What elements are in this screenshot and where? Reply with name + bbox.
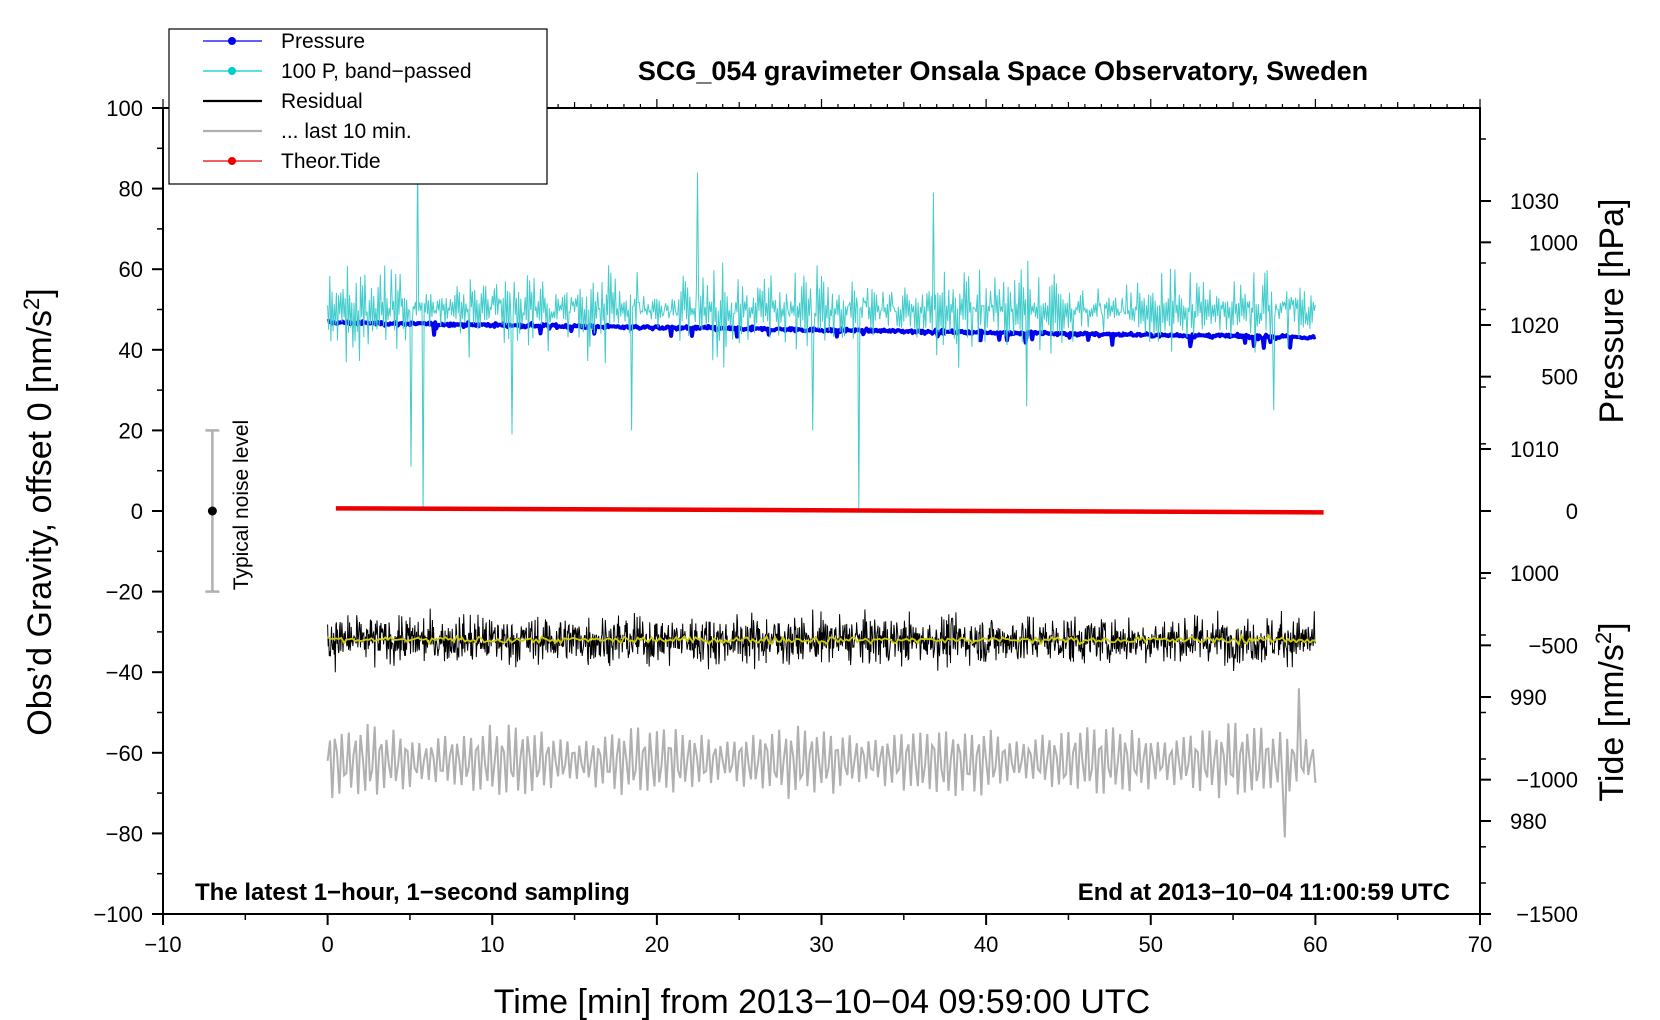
annotation-left: The latest 1−hour, 1−second sampling	[195, 879, 630, 906]
y-tick-label: 80	[119, 177, 143, 202]
tide-tick-label: −1500	[1516, 902, 1578, 927]
y-axis-title-tide-text: Tide [nm/s	[1593, 644, 1631, 801]
legend-marker	[228, 67, 236, 75]
series-bandpassed	[327, 156, 1316, 512]
pressure-tick-label: 990	[1510, 685, 1547, 710]
annotation-right: End at 2013−10−04 11:00:59 UTC	[1078, 879, 1450, 906]
x-tick-label: 60	[1303, 932, 1327, 957]
y-tick-label: 0	[131, 499, 143, 524]
y-tick-label: −20	[106, 580, 143, 605]
y-axis-title-pressure: Pressure [hPa]	[1593, 199, 1631, 424]
legend-label: Residual	[281, 90, 363, 113]
series-residual-smoothed	[327, 633, 1316, 647]
y-axis-title-gravity-sup: 2	[19, 298, 44, 310]
x-tick-label: 70	[1468, 932, 1492, 957]
noise-label: Typical noise level	[230, 420, 253, 590]
y-axis-title-tide: Tide [nm/s2]	[1591, 622, 1631, 801]
y-axis-title-tide-end: ]	[1593, 622, 1631, 631]
y-tick-label: −60	[106, 741, 143, 766]
y-axis-title-gravity-text: Obs’d Gravity, offset 0 [nm/s	[21, 310, 59, 736]
pressure-tick-label: 1010	[1510, 437, 1559, 462]
y-tick-label: 40	[119, 338, 143, 363]
tide-tick-label: 500	[1541, 365, 1578, 390]
pressure-tick-label: 1000	[1510, 561, 1559, 586]
x-tick-label: 40	[974, 932, 998, 957]
pressure-tick-label: 1020	[1510, 313, 1559, 338]
y-tick-label: −80	[106, 821, 143, 846]
y-tick-label: −100	[93, 902, 143, 927]
noise-indicator	[205, 429, 220, 593]
legend-label: 100 P, band−passed	[281, 60, 472, 83]
x-axis-title: Time [min] from 2013−10−04 09:59:00 UTC	[494, 983, 1150, 1020]
x-tick-label: 10	[480, 932, 504, 957]
y-axis-title-gravity: Obs’d Gravity, offset 0 [nm/s2]	[19, 288, 59, 735]
series-layer	[326, 156, 1324, 838]
x-tick-label: −10	[144, 932, 181, 957]
y-tick-label: 20	[119, 418, 143, 443]
legend: Pressure 100 P, band−passed Residual ... la…	[168, 28, 548, 185]
series-last-10-min	[326, 688, 1317, 838]
y-axis-title-gravity-end: ]	[21, 288, 59, 297]
tick-layer: −10 0 10 20 30 40 50 60 70100806040200−20−40−60−…	[93, 96, 1578, 957]
x-tick-label: 30	[809, 932, 833, 957]
series-pressure	[326, 318, 1317, 350]
legend-label: Theor.Tide	[281, 150, 381, 173]
chart-title: SCG_054 gravimeter Onsala Space Observat…	[638, 56, 1368, 86]
x-tick-label: 50	[1139, 932, 1163, 957]
tide-tick-label: −500	[1528, 633, 1578, 658]
pressure-tick-label: 1030	[1510, 189, 1559, 214]
legend-items: Pressure 100 P, band−passed Residual ... la…	[203, 30, 472, 173]
x-tick-label: 20	[645, 932, 669, 957]
x-tick-label: 0	[322, 932, 334, 957]
legend-label: ... last 10 min.	[281, 120, 412, 143]
pressure-tick-label: 980	[1510, 809, 1547, 834]
tide-tick-label: −1000	[1516, 768, 1578, 793]
legend-marker	[228, 37, 236, 45]
noise-bar-center	[207, 506, 217, 516]
legend-label: Pressure	[281, 30, 365, 53]
legend-marker	[228, 157, 236, 165]
tide-tick-label: 1000	[1529, 230, 1578, 255]
tide-tick-label: 0	[1566, 499, 1578, 524]
y-tick-label: −40	[106, 660, 143, 685]
series-theor-tide	[335, 506, 1324, 515]
y-tick-label: 60	[119, 257, 143, 282]
y-axis-title-tide-sup: 2	[1591, 632, 1616, 644]
y-tick-label: 100	[106, 96, 143, 121]
